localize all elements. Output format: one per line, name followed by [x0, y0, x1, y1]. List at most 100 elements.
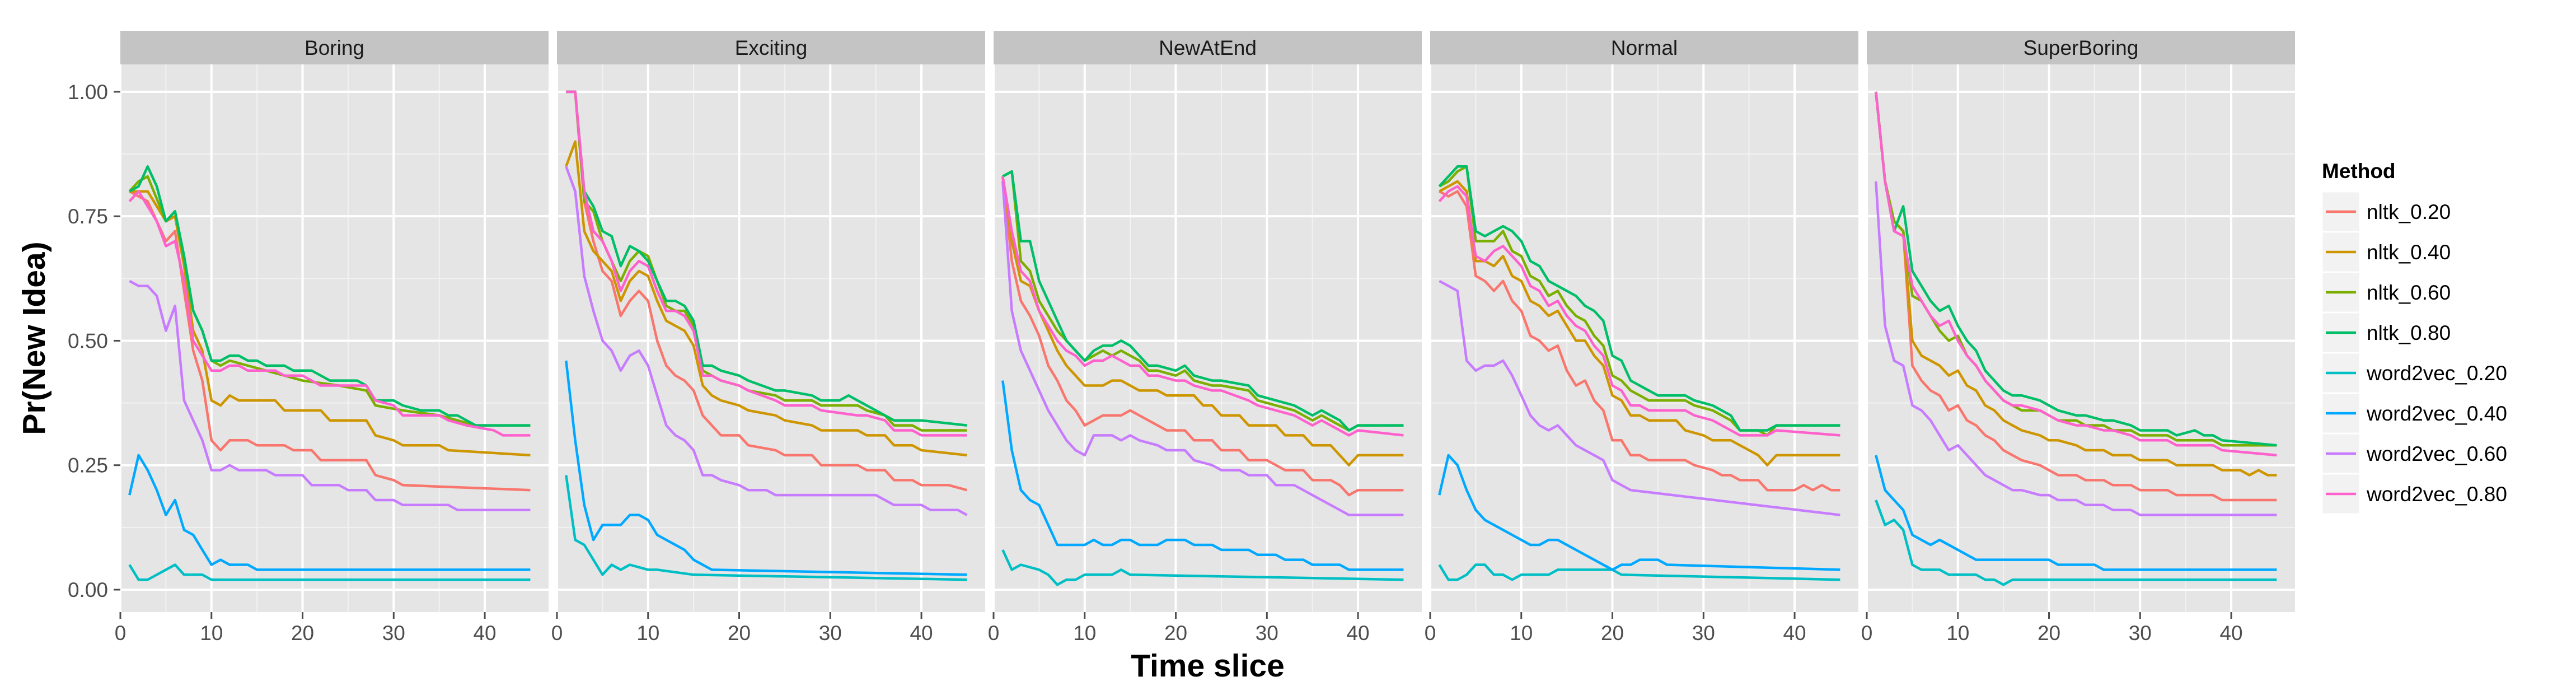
series-line-word2vec-0-60 [1439, 279, 1840, 516]
facet-strip [1430, 31, 1858, 64]
x-tick-label: 40 [1346, 622, 1369, 645]
series-line-word2vec-0-60 [565, 166, 968, 516]
legend-label: nltk_0.40 [2367, 241, 2451, 264]
x-tick-label: 40 [910, 622, 933, 645]
x-tick-label: 40 [473, 622, 496, 645]
legend-label: nltk_0.60 [2367, 281, 2451, 304]
series-line-word2vec-0-20 [565, 475, 967, 581]
panel-superboring: SuperBoring 0 10 20 30 40 [1861, 31, 2295, 645]
y-axis: 0.00 0.25 0.50 0.75 1.00 [68, 81, 120, 601]
series-line-nltk-0-40 [1875, 91, 2277, 477]
legend-title: Method [2322, 160, 2396, 183]
legend-item: nltk_0.40 [2321, 231, 2451, 273]
facet-label: Normal [1611, 36, 1678, 59]
x-tick-label: 10 [636, 622, 659, 645]
series-line-word2vec-0-60 [1875, 181, 2277, 516]
x-tick-label: 20 [728, 622, 751, 645]
legend: Method nltk_0.20 nltk_0.40 nltk_0.60 nltk_0.… [2321, 160, 2507, 515]
series-line-word2vec-0-40 [128, 454, 531, 571]
legend-label: word2vec_0.20 [2366, 362, 2507, 385]
series-line-word2vec-0-40 [1001, 380, 1404, 571]
facet-label: SuperBoring [2024, 36, 2139, 59]
series-line-word2vec-0-40 [1875, 455, 2277, 571]
series-line-word2vec-0-80 [128, 190, 531, 437]
legend-label: word2vec_0.60 [2366, 442, 2507, 465]
series-line-nltk-0-40 [1439, 180, 1840, 466]
x-tick-label: 30 [2129, 622, 2152, 645]
x-tick-label: 10 [1946, 622, 1969, 645]
series-line-word2vec-0-40 [1438, 454, 1840, 571]
series-line-nltk-0-80 [1438, 165, 1840, 432]
series-line-nltk-0-60 [1439, 165, 1840, 437]
series-line-word2vec-0-60 [129, 279, 531, 511]
series-line-nltk-0-40 [565, 140, 967, 457]
series-line-nltk-0-40 [1001, 176, 1404, 466]
y-tick-label: 0.00 [68, 578, 108, 601]
x-tick-label: 0 [988, 622, 1000, 645]
facet-strip [1867, 31, 2295, 64]
facet-strip [557, 31, 985, 64]
series-line-word2vec-0-80 [566, 90, 967, 437]
x-tick-label: 20 [1601, 622, 1624, 645]
facet-strip [120, 31, 549, 64]
x-tick-label: 40 [2219, 622, 2242, 645]
x-tick-label: 20 [1164, 622, 1187, 645]
panel-background [557, 64, 985, 612]
legend-item: word2vec_0.40 [2321, 392, 2507, 435]
x-tick-label: 30 [1256, 622, 1278, 645]
panel-normal: Normal 0 10 20 30 40 [1425, 31, 1858, 645]
y-tick-label: 0.50 [68, 329, 108, 352]
x-tick-label: 10 [200, 622, 223, 645]
panel-boring: Boring 0 10 20 30 40 [115, 31, 549, 645]
x-tick-label: 30 [382, 622, 405, 645]
x-tick-label: 30 [1692, 622, 1715, 645]
legend-item: word2vec_0.60 [2321, 432, 2507, 475]
legend-item: word2vec_0.80 [2321, 473, 2507, 515]
legend-label: nltk_0.20 [2367, 200, 2451, 223]
y-axis-title: Pr(New Idea) [16, 241, 52, 435]
series-line-nltk-0-80 [1002, 170, 1404, 432]
x-tick-label: 0 [115, 622, 127, 645]
panel-background [1867, 64, 2295, 612]
y-tick-label: 1.00 [68, 81, 108, 104]
series-line-nltk-0-80 [129, 165, 531, 427]
y-tick-label: 0.75 [68, 205, 108, 228]
legend-item: nltk_0.60 [2321, 271, 2451, 314]
series-line-nltk-0-20 [566, 90, 967, 492]
legend-item: nltk_0.20 [2321, 190, 2451, 233]
x-tick-label: 20 [2038, 622, 2060, 645]
series-line-nltk-0-80 [566, 90, 967, 427]
series-line-word2vec-0-80 [1438, 185, 1840, 437]
series-line-word2vec-0-20 [1875, 500, 2277, 586]
facet-label: Boring [305, 36, 364, 59]
series-line-word2vec-0-80 [1001, 176, 1404, 437]
series-line-nltk-0-20 [1875, 91, 2277, 502]
legend-item: word2vec_0.20 [2321, 352, 2507, 394]
series-line-word2vec-0-20 [1001, 549, 1404, 586]
series-line-nltk-0-20 [1001, 176, 1404, 497]
facet-label: NewAtEnd [1159, 36, 1257, 59]
x-tick-label: 10 [1073, 622, 1096, 645]
panel-background [1430, 64, 1858, 612]
panel-newatend: NewAtEnd 0 10 20 30 40 [988, 31, 1422, 645]
facet-label: Exciting [735, 36, 808, 59]
x-tick-label: 0 [1425, 622, 1436, 645]
series-line-nltk-0-20 [1439, 190, 1840, 492]
legend-label: word2vec_0.80 [2366, 483, 2507, 506]
x-tick-label: 10 [1510, 622, 1533, 645]
legend-label: word2vec_0.40 [2366, 402, 2507, 425]
series-line-word2vec-0-60 [1001, 181, 1404, 516]
x-tick-label: 0 [551, 622, 563, 645]
series-line-word2vec-0-40 [565, 360, 967, 576]
x-tick-label: 40 [1783, 622, 1806, 645]
legend-item: nltk_0.80 [2321, 311, 2451, 354]
series-line-word2vec-0-20 [128, 563, 531, 581]
series-line-word2vec-0-20 [1438, 563, 1840, 581]
legend-label: nltk_0.80 [2367, 321, 2451, 344]
series-line-word2vec-0-80 [1875, 91, 2277, 457]
x-tick-label: 20 [291, 622, 314, 645]
x-tick-label: 30 [819, 622, 842, 645]
series-line-nltk-0-80 [1875, 91, 2277, 447]
